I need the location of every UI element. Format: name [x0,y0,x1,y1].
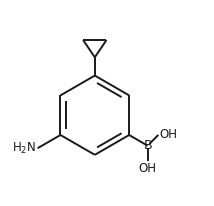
Text: H$_2$N: H$_2$N [12,141,37,156]
Text: OH: OH [159,128,177,140]
Text: B: B [143,139,152,152]
Text: OH: OH [139,162,157,175]
